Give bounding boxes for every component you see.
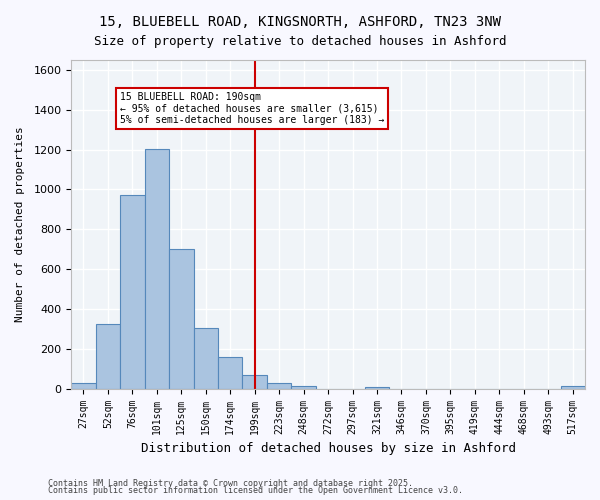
Text: Contains public sector information licensed under the Open Government Licence v3: Contains public sector information licen… xyxy=(48,486,463,495)
Bar xyxy=(267,383,292,388)
Bar xyxy=(292,386,316,388)
Bar xyxy=(120,196,145,388)
Text: 15 BLUEBELL ROAD: 190sqm
← 95% of detached houses are smaller (3,615)
5% of semi: 15 BLUEBELL ROAD: 190sqm ← 95% of detach… xyxy=(120,92,385,125)
Bar xyxy=(218,357,242,388)
Text: Size of property relative to detached houses in Ashford: Size of property relative to detached ho… xyxy=(94,35,506,48)
Text: Contains HM Land Registry data © Crown copyright and database right 2025.: Contains HM Land Registry data © Crown c… xyxy=(48,478,413,488)
Y-axis label: Number of detached properties: Number of detached properties xyxy=(15,126,25,322)
Bar xyxy=(194,328,218,388)
Text: 15, BLUEBELL ROAD, KINGSNORTH, ASHFORD, TN23 3NW: 15, BLUEBELL ROAD, KINGSNORTH, ASHFORD, … xyxy=(99,15,501,29)
Bar xyxy=(365,386,389,388)
Bar xyxy=(71,383,95,388)
Bar xyxy=(560,386,585,388)
X-axis label: Distribution of detached houses by size in Ashford: Distribution of detached houses by size … xyxy=(140,442,515,455)
Bar xyxy=(242,374,267,388)
Bar xyxy=(145,148,169,388)
Bar xyxy=(169,249,194,388)
Bar xyxy=(95,324,120,388)
